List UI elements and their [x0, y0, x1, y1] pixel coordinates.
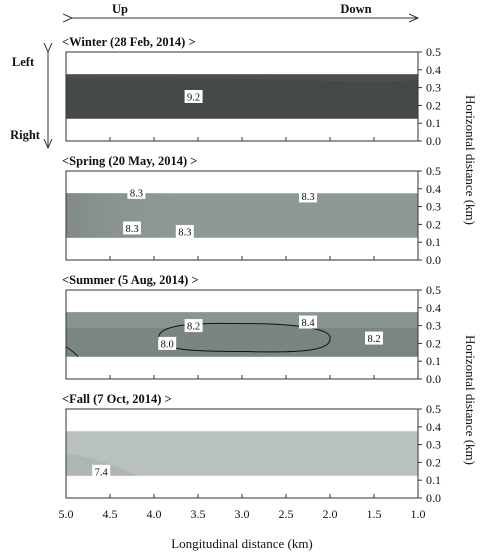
contour-label-box	[92, 464, 111, 478]
contour-label: 9.2	[187, 93, 200, 104]
panel-2: <Summer (5 Aug, 2014) > 0.0 0.1 0.2 0.3 0.4 0.…	[62, 273, 441, 386]
contour-label: 8.3	[125, 224, 138, 235]
x-tick-label: 1.5	[367, 507, 382, 521]
channel-band	[66, 431, 418, 476]
panel-title: <Fall (7 Oct, 2014) >	[62, 392, 172, 406]
y-tick-label: 0.5	[426, 402, 441, 416]
contour-label: 7.4	[95, 467, 109, 478]
y-tick-label: 0.1	[426, 473, 441, 487]
y-tick-label: 0.4	[426, 182, 441, 196]
y-tick-label: 0.2	[426, 336, 441, 350]
y-tick-label: 0.5	[426, 45, 441, 59]
y-axis-label-lower: Horizontal distance (km)	[463, 335, 478, 465]
panels-group: <Winter (28 Feb, 2014) > 0.0 0.1 0.2 0.3 0.4 0…	[59, 35, 442, 521]
y-axis-label-upper: Horizontal distance (km)	[463, 95, 478, 225]
y-tick-label: 0.4	[426, 420, 441, 434]
up-label: Up	[112, 2, 128, 16]
y-tick-label: 0.1	[426, 116, 441, 130]
y-tick-label: 0.2	[426, 455, 441, 469]
x-tick-label: 3.0	[235, 507, 250, 521]
y-tick-label: 0.4	[426, 301, 441, 315]
contour-label: 8.2	[187, 322, 200, 333]
contour-label-box	[158, 336, 177, 350]
contour-label-box	[299, 189, 317, 203]
x-tick-label: 2.0	[323, 507, 338, 521]
contour-label: 8.3	[301, 192, 314, 203]
y-tick-label: 0.3	[426, 438, 441, 452]
x-tick-label: 5.0	[59, 507, 74, 521]
y-tick-label: 0.0	[426, 372, 441, 386]
y-tick-label: 0.0	[426, 134, 441, 148]
contour-label-box	[127, 185, 146, 199]
x-axis-label: Longitudinal distance (km)	[171, 536, 313, 551]
panel-title: <Winter (28 Feb, 2014) >	[62, 35, 196, 49]
band-shade	[66, 193, 418, 238]
panel-title: <Spring (20 May, 2014) >	[62, 154, 197, 168]
y-tick-label: 0.5	[426, 283, 441, 297]
panel-1: <Spring (20 May, 2014) > 0.0 0.1 0.2 0.3 0.4 0…	[62, 154, 441, 267]
contour-label: 8.3	[130, 188, 143, 199]
contour-label-box	[175, 225, 194, 239]
contour-label-box	[365, 331, 383, 345]
right-label: Right	[10, 128, 41, 142]
y-tick-label: 0.0	[426, 491, 441, 505]
band-shade	[66, 312, 418, 328]
contour-label: 8.2	[367, 334, 380, 345]
panel-0: <Winter (28 Feb, 2014) > 0.0 0.1 0.2 0.3 0.4 0…	[62, 35, 441, 148]
y-tick-label: 0.3	[426, 81, 441, 95]
y-tick-label: 0.2	[426, 98, 441, 112]
x-tick-label: 4.5	[103, 507, 118, 521]
panel-title: <Summer (5 Aug, 2014) >	[62, 273, 199, 287]
y-tick-label: 0.3	[426, 319, 441, 333]
contour-label-box	[184, 319, 203, 333]
down-label: Down	[340, 2, 371, 16]
y-tick-label: 0.5	[426, 164, 441, 178]
contour-label: 8.0	[161, 339, 174, 350]
contour-label: 8.3	[178, 228, 191, 239]
y-tick-label: 0.3	[426, 200, 441, 214]
y-tick-label: 0.0	[426, 253, 441, 267]
contour-label-box	[184, 90, 203, 103]
contour-line-edge	[65, 346, 79, 358]
contour-label: 8.4	[301, 318, 315, 329]
channel-band	[66, 74, 418, 119]
y-tick-label: 0.1	[426, 235, 441, 249]
x-tick-label: 1.0	[411, 507, 426, 521]
band-shade	[66, 453, 136, 476]
contour-label-box	[123, 221, 141, 235]
band-shade	[66, 74, 418, 82]
y-tick-label: 0.1	[426, 354, 441, 368]
x-tick-label: 3.5	[191, 507, 206, 521]
direction-indicators: Up Down Left Right	[10, 2, 418, 148]
panel-3: <Fall (7 Oct, 2014) > 0.0 0.1 0.2 0.3 0.4 0.5 5…	[59, 392, 442, 521]
left-label: Left	[12, 55, 35, 69]
y-tick-label: 0.2	[426, 217, 441, 231]
y-tick-label: 0.4	[426, 63, 441, 77]
x-tick-label: 2.5	[279, 507, 294, 521]
contour-label-box	[299, 315, 317, 329]
x-tick-label: 4.0	[147, 507, 162, 521]
